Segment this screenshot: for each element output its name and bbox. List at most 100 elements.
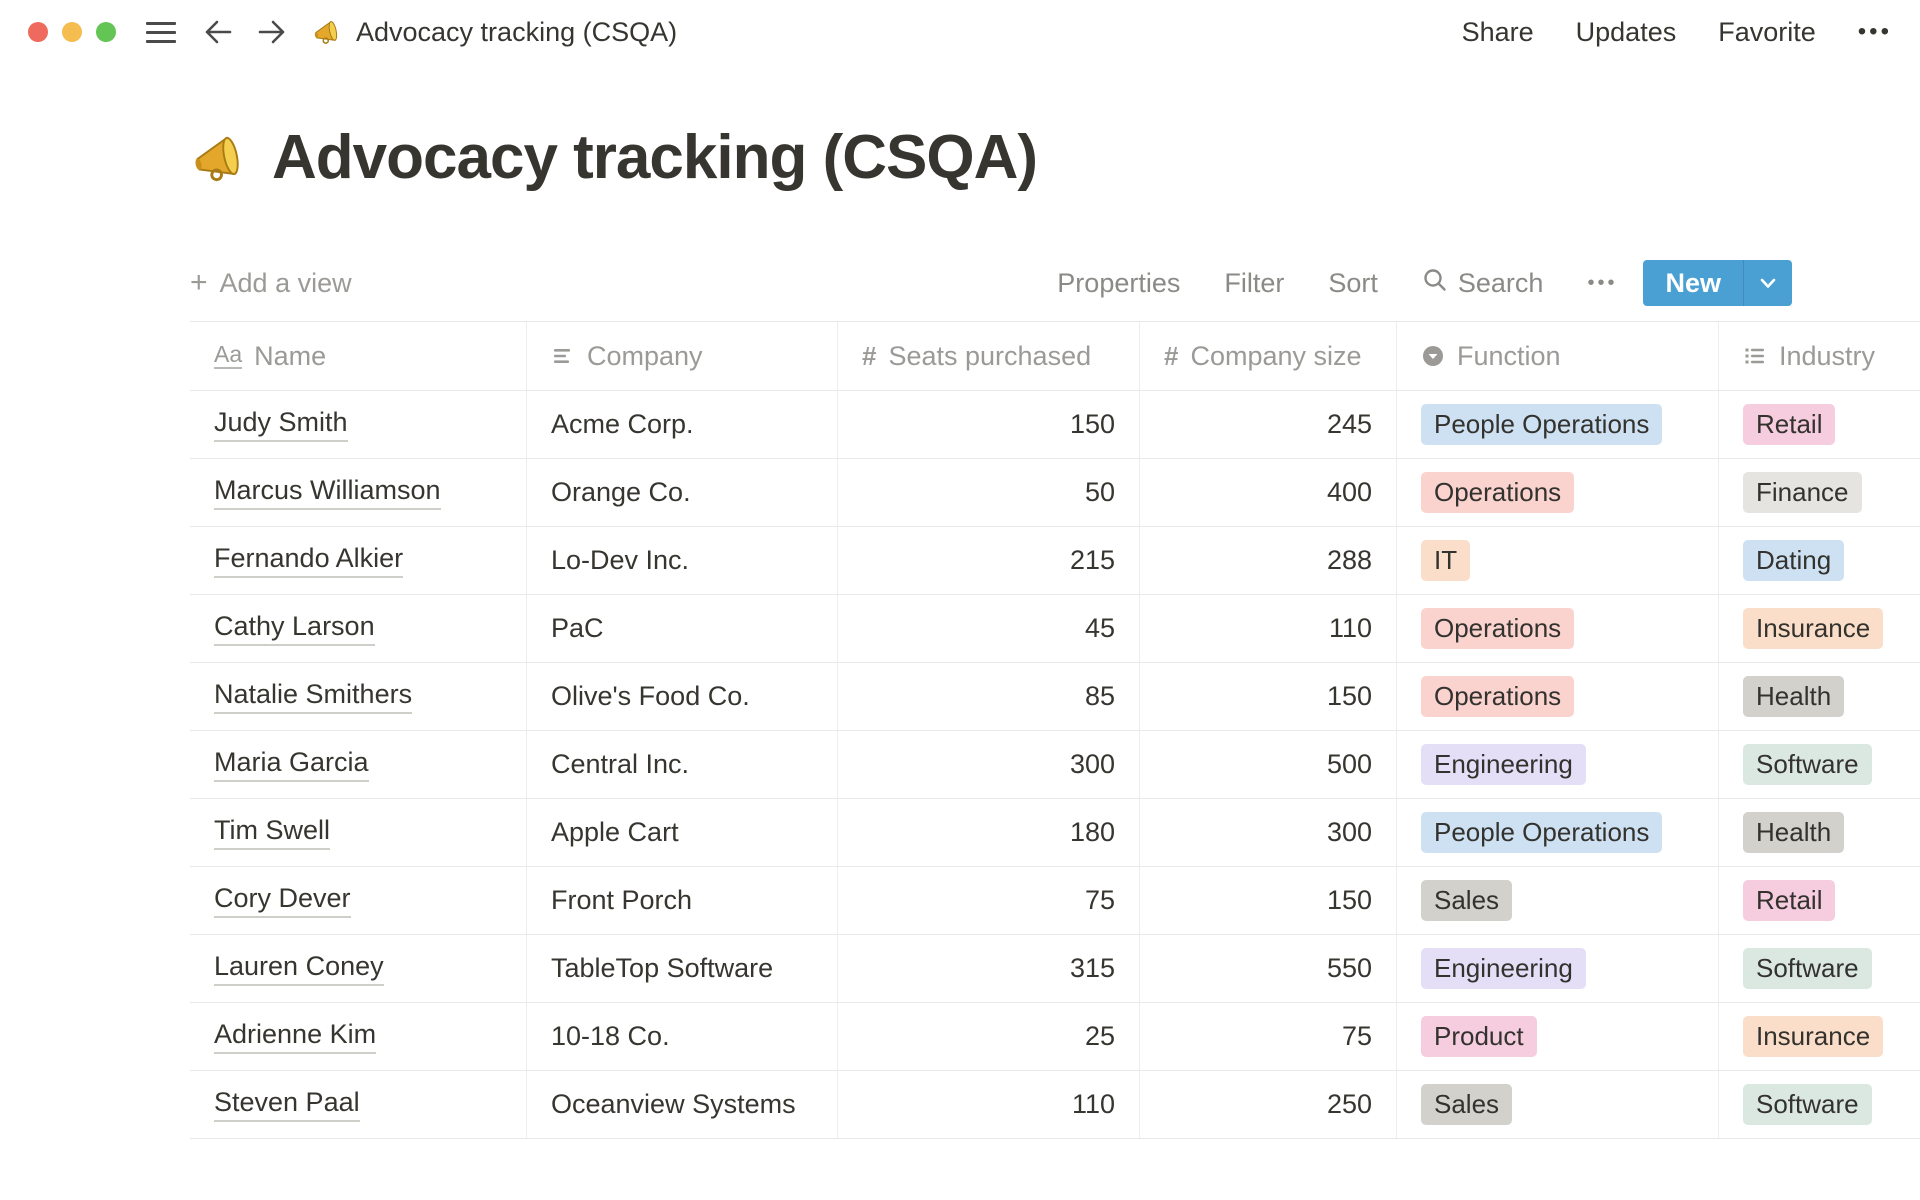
column-header-industry[interactable]: Industry bbox=[1719, 322, 1920, 390]
cell-company[interactable]: Apple Cart bbox=[527, 799, 838, 866]
column-header-company[interactable]: Company bbox=[527, 322, 838, 390]
cell-seats-purchased[interactable]: 150 bbox=[838, 391, 1140, 458]
cell-industry[interactable]: Health bbox=[1719, 799, 1920, 866]
back-arrow-icon[interactable] bbox=[202, 17, 234, 47]
minimize-window-button[interactable] bbox=[62, 22, 82, 42]
column-header-company-size[interactable]: # Company size bbox=[1140, 322, 1397, 390]
cell-seats-purchased[interactable]: 300 bbox=[838, 731, 1140, 798]
cell-industry[interactable]: Retail bbox=[1719, 867, 1920, 934]
cell-company-size[interactable]: 250 bbox=[1140, 1071, 1397, 1138]
page-link[interactable]: Fernando Alkier bbox=[214, 543, 404, 578]
cell-function[interactable]: Product bbox=[1397, 1003, 1719, 1070]
properties-button[interactable]: Properties bbox=[1057, 267, 1181, 298]
cell-company-size[interactable]: 500 bbox=[1140, 731, 1397, 798]
page-link[interactable]: Steven Paal bbox=[214, 1087, 360, 1122]
page-title[interactable]: Advocacy tracking (CSQA) bbox=[272, 123, 1038, 192]
cell-name[interactable]: Cathy Larson bbox=[190, 595, 527, 662]
cell-name[interactable]: Lauren Coney bbox=[190, 935, 527, 1002]
page-link[interactable]: Marcus Williamson bbox=[214, 475, 441, 510]
cell-function[interactable]: Operations bbox=[1397, 663, 1719, 730]
cell-company-size[interactable]: 150 bbox=[1140, 867, 1397, 934]
cell-industry[interactable]: Software bbox=[1719, 1071, 1920, 1138]
cell-industry[interactable]: Health bbox=[1719, 663, 1920, 730]
cell-company-size[interactable]: 288 bbox=[1140, 527, 1397, 594]
cell-function[interactable]: Engineering bbox=[1397, 731, 1719, 798]
cell-company[interactable]: Acme Corp. bbox=[527, 391, 838, 458]
cell-company-size[interactable]: 300 bbox=[1140, 799, 1397, 866]
cell-industry[interactable]: Finance bbox=[1719, 459, 1920, 526]
page-link[interactable]: Adrienne Kim bbox=[214, 1019, 377, 1054]
cell-company[interactable]: Olive's Food Co. bbox=[527, 663, 838, 730]
cell-company[interactable]: Front Porch bbox=[527, 867, 838, 934]
filter-button[interactable]: Filter bbox=[1224, 267, 1285, 298]
cell-industry[interactable]: Dating bbox=[1719, 527, 1920, 594]
cell-seats-purchased[interactable]: 180 bbox=[838, 799, 1140, 866]
cell-industry[interactable]: Retail bbox=[1719, 391, 1920, 458]
add-view-button[interactable]: + Add a view bbox=[190, 266, 352, 299]
page-link[interactable]: Lauren Coney bbox=[214, 951, 384, 986]
cell-function[interactable]: People Operations bbox=[1397, 799, 1719, 866]
view-more-icon[interactable]: ••• bbox=[1587, 271, 1618, 294]
page-link[interactable]: Cathy Larson bbox=[214, 611, 375, 646]
share-button[interactable]: Share bbox=[1461, 16, 1534, 47]
cell-company-size[interactable]: 150 bbox=[1140, 663, 1397, 730]
cell-function[interactable]: Sales bbox=[1397, 867, 1719, 934]
cell-seats-purchased[interactable]: 25 bbox=[838, 1003, 1140, 1070]
cell-company-size[interactable]: 110 bbox=[1140, 595, 1397, 662]
cell-seats-purchased[interactable]: 215 bbox=[838, 527, 1140, 594]
forward-arrow-icon[interactable] bbox=[256, 17, 288, 47]
cell-industry[interactable]: Insurance bbox=[1719, 595, 1920, 662]
cell-company[interactable]: Oceanview Systems bbox=[527, 1071, 838, 1138]
column-header-function[interactable]: Function bbox=[1397, 322, 1719, 390]
cell-name[interactable]: Tim Swell bbox=[190, 799, 527, 866]
page-link[interactable]: Tim Swell bbox=[214, 815, 331, 850]
cell-function[interactable]: Operations bbox=[1397, 459, 1719, 526]
sidebar-menu-icon[interactable] bbox=[146, 21, 176, 43]
close-window-button[interactable] bbox=[28, 22, 48, 42]
updates-button[interactable]: Updates bbox=[1575, 16, 1677, 47]
cell-industry[interactable]: Software bbox=[1719, 731, 1920, 798]
cell-company[interactable]: 10-18 Co. bbox=[527, 1003, 838, 1070]
cell-company[interactable]: TableTop Software bbox=[527, 935, 838, 1002]
search-button[interactable]: Search bbox=[1422, 267, 1543, 300]
cell-name[interactable]: Steven Paal bbox=[190, 1071, 527, 1138]
cell-company[interactable]: Lo-Dev Inc. bbox=[527, 527, 838, 594]
cell-company-size[interactable]: 75 bbox=[1140, 1003, 1397, 1070]
sort-button[interactable]: Sort bbox=[1328, 267, 1378, 298]
zoom-window-button[interactable] bbox=[96, 22, 116, 42]
cell-company[interactable]: Central Inc. bbox=[527, 731, 838, 798]
column-header-seats-purchased[interactable]: # Seats purchased bbox=[838, 322, 1140, 390]
page-link[interactable]: Cory Dever bbox=[214, 883, 351, 918]
cell-company[interactable]: Orange Co. bbox=[527, 459, 838, 526]
new-record-button[interactable]: New bbox=[1643, 260, 1792, 306]
cell-seats-purchased[interactable]: 45 bbox=[838, 595, 1140, 662]
cell-function[interactable]: People Operations bbox=[1397, 391, 1719, 458]
column-header-name[interactable]: Aa Name bbox=[190, 322, 527, 390]
cell-seats-purchased[interactable]: 75 bbox=[838, 867, 1140, 934]
cell-seats-purchased[interactable]: 85 bbox=[838, 663, 1140, 730]
page-link[interactable]: Judy Smith bbox=[214, 407, 348, 442]
cell-company-size[interactable]: 400 bbox=[1140, 459, 1397, 526]
cell-function[interactable]: Sales bbox=[1397, 1071, 1719, 1138]
cell-seats-purchased[interactable]: 50 bbox=[838, 459, 1140, 526]
page-link[interactable]: Maria Garcia bbox=[214, 747, 369, 782]
favorite-button[interactable]: Favorite bbox=[1718, 16, 1816, 47]
more-options-icon[interactable]: ••• bbox=[1857, 18, 1892, 45]
cell-name[interactable]: Maria Garcia bbox=[190, 731, 527, 798]
cell-company-size[interactable]: 245 bbox=[1140, 391, 1397, 458]
cell-name[interactable]: Marcus Williamson bbox=[190, 459, 527, 526]
cell-name[interactable]: Judy Smith bbox=[190, 391, 527, 458]
page-link[interactable]: Natalie Smithers bbox=[214, 679, 413, 714]
cell-seats-purchased[interactable]: 315 bbox=[838, 935, 1140, 1002]
cell-name[interactable]: Fernando Alkier bbox=[190, 527, 527, 594]
cell-name[interactable]: Adrienne Kim bbox=[190, 1003, 527, 1070]
cell-company-size[interactable]: 550 bbox=[1140, 935, 1397, 1002]
cell-function[interactable]: IT bbox=[1397, 527, 1719, 594]
chevron-down-icon[interactable] bbox=[1743, 260, 1792, 306]
cell-name[interactable]: Cory Dever bbox=[190, 867, 527, 934]
cell-seats-purchased[interactable]: 110 bbox=[838, 1071, 1140, 1138]
cell-company[interactable]: PaC bbox=[527, 595, 838, 662]
cell-industry[interactable]: Insurance bbox=[1719, 1003, 1920, 1070]
cell-industry[interactable]: Software bbox=[1719, 935, 1920, 1002]
cell-function[interactable]: Operations bbox=[1397, 595, 1719, 662]
